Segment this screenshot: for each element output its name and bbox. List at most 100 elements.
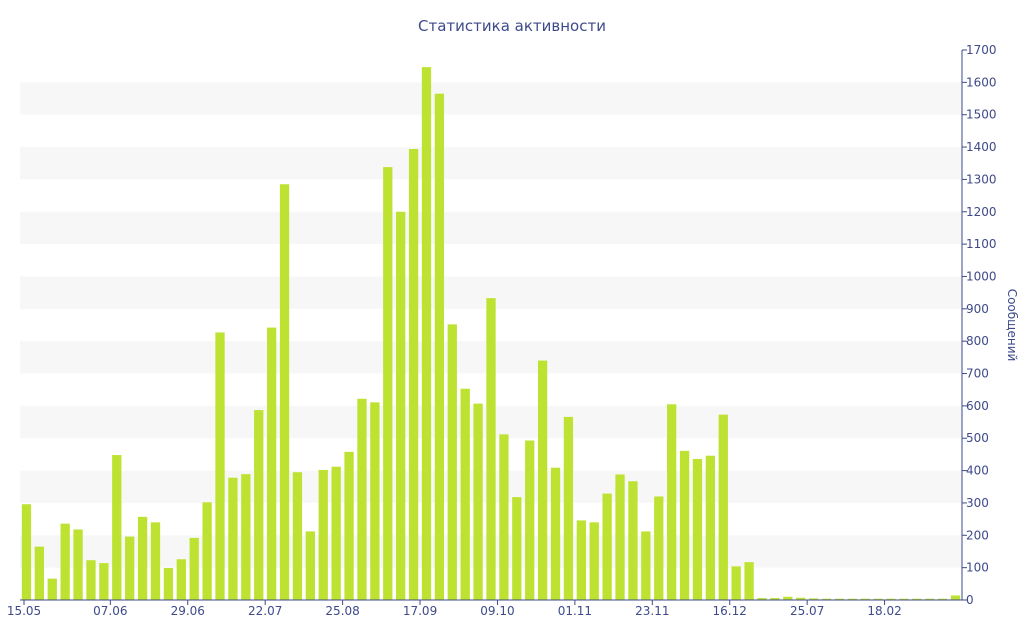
y-tick-label: 1600: [966, 75, 997, 89]
bar: [679, 450, 690, 600]
bar: [770, 598, 780, 600]
bar: [718, 414, 728, 600]
bar: [744, 562, 754, 600]
bar: [899, 598, 909, 600]
bar: [912, 598, 922, 600]
bar: [834, 598, 845, 600]
bar: [796, 597, 806, 600]
bar: [125, 536, 135, 600]
bar: [215, 332, 225, 600]
bar: [163, 567, 174, 600]
y-tick-label: 1700: [966, 43, 997, 57]
y-tick-label: 1000: [966, 269, 997, 283]
bar: [21, 504, 32, 600]
bar: [305, 531, 315, 600]
y-tick-label: 900: [966, 302, 989, 316]
bar: [60, 523, 70, 600]
chart-title: Статистика активности: [418, 17, 606, 35]
y-axis-label: Сообщений: [1005, 289, 1019, 362]
bar: [731, 566, 741, 600]
bar: [266, 327, 277, 600]
bar: [563, 416, 574, 600]
bar: [408, 149, 419, 600]
x-ticks: 15.05 07.06 29.06 22.07 25.08 17.09 09.10 01.11…: [7, 600, 902, 618]
x-tick-label: 07.06: [93, 604, 127, 618]
x-tick-label: 17.09: [403, 604, 437, 618]
x-tick-label: 01.11: [558, 604, 592, 618]
bar: [73, 529, 83, 600]
bar: [254, 410, 264, 600]
bar: [937, 598, 948, 600]
x-tick-label: 16.12: [713, 604, 747, 618]
y-tick-label: 1300: [966, 172, 997, 186]
bar: [550, 467, 561, 600]
bar: [357, 398, 367, 600]
y-tick-label: 600: [966, 399, 989, 413]
bar: [34, 546, 45, 600]
y-tick-label: 1500: [966, 108, 997, 122]
grid-band: [20, 211, 962, 245]
bar: [202, 502, 212, 600]
bars-group: [21, 67, 961, 601]
bar: [189, 537, 199, 600]
bar: [279, 184, 290, 600]
y-tick-label: 200: [966, 528, 989, 542]
y-tick-label: 700: [966, 367, 989, 381]
y-tick-label: 1100: [966, 237, 997, 251]
bar: [176, 559, 186, 600]
bar: [318, 469, 328, 600]
bar: [860, 598, 870, 600]
bar: [847, 598, 857, 600]
y-tick-label: 1200: [966, 205, 997, 219]
bar: [873, 598, 883, 600]
bar: [499, 434, 509, 600]
bar: [576, 520, 586, 600]
y-tick-label: 400: [966, 464, 989, 478]
x-tick-label: 25.08: [325, 604, 359, 618]
grid-band: [20, 147, 962, 180]
bar: [396, 211, 406, 600]
y-tick-label: 1400: [966, 140, 997, 154]
bar: [692, 458, 703, 600]
bar: [460, 388, 470, 600]
y-ticks: 0 100 200 300 400 500 600 700 800 900 1000 1100 1200…: [962, 43, 997, 607]
y-tick-label: 100: [966, 561, 989, 575]
bar: [602, 493, 612, 600]
x-tick-label: 15.05: [7, 604, 41, 618]
bar: [925, 598, 935, 600]
bar: [615, 474, 625, 600]
x-tick-label: 22.07: [248, 604, 282, 618]
bar: [241, 474, 251, 600]
bar: [383, 167, 393, 600]
y-tick-label: 0: [966, 593, 974, 607]
bar: [228, 477, 238, 600]
bar: [667, 404, 677, 600]
bar: [344, 451, 354, 600]
bar: [808, 598, 819, 600]
x-tick-label: 09.10: [480, 604, 514, 618]
bar: [757, 598, 767, 600]
bar: [150, 522, 161, 600]
x-tick-label: 29.06: [171, 604, 205, 618]
bar: [331, 466, 341, 600]
bar: [99, 563, 109, 600]
x-tick-label: 18.02: [867, 604, 901, 618]
bar: [86, 560, 96, 600]
bar: [370, 402, 380, 600]
y-tick-label: 300: [966, 496, 989, 510]
bar: [654, 496, 664, 600]
bar: [112, 455, 122, 600]
bar: [512, 497, 522, 600]
bar: [950, 595, 961, 600]
bar: [47, 578, 57, 600]
bar: [821, 598, 832, 600]
y-tick-label: 500: [966, 431, 989, 445]
x-tick-label: 23.11: [635, 604, 669, 618]
bar: [421, 67, 432, 601]
grid-band: [20, 82, 962, 115]
bar: [447, 324, 457, 600]
bar: [783, 596, 793, 600]
bar: [525, 440, 535, 600]
